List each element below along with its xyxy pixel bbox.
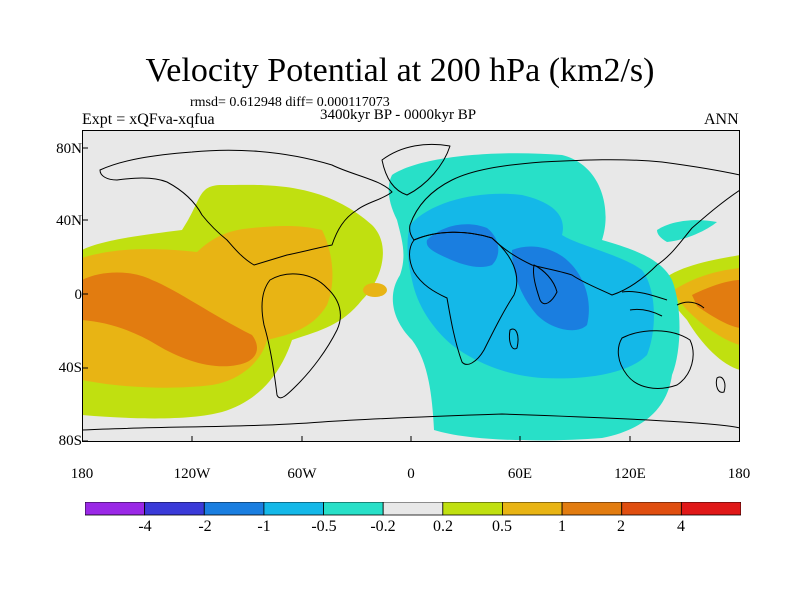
colorbar [85,502,741,516]
lon-label-120w: 120W [173,466,211,482]
south-america-coastline [261,273,341,399]
east-negative-contour-1 [512,246,589,331]
colorbar-box [203,502,265,516]
map-plot [82,130,740,442]
west-positive-contour-0-5 [82,225,333,388]
colorbar-box [561,502,623,516]
colorbar-label: 1 [558,518,566,535]
lon-label-60e: 60E [507,466,533,482]
stats-text: rmsd= 0.612948 diff= 0.000117073 [190,95,390,110]
lat-label-equator: 0 [74,287,83,303]
antarctica-coastline [82,413,740,431]
colorbar-label: 2 [617,518,625,535]
map-title: Velocity Potential at 200 hPa (km2/s) [145,52,655,89]
coastlines [82,143,740,431]
eurasia-coastline [409,159,740,296]
colorbar-label: -1 [257,518,271,535]
lat-label-40n: 40N [56,213,82,229]
colorbar-box [144,502,205,516]
atlantic-positive-patch [363,283,387,297]
lat-label-80n: 80N [56,141,82,157]
madagascar-coastline [509,328,519,350]
colorbar-label: -2 [198,518,212,535]
colorbar-label: 0.5 [492,518,512,535]
lon-label-180e: 180 [727,466,751,482]
colorbar-label: -4 [138,518,152,535]
colorbar-box [382,502,444,516]
season-label: ANN [704,111,739,128]
colorbar-box [263,502,324,516]
colorbar-box [680,502,741,516]
lat-label-80s: 80S [58,433,82,449]
india-coastline [533,264,558,305]
lon-label-120e: 120E [614,466,646,482]
experiment-label: Expt = xQFva-xqfua [82,111,215,128]
colorbar-box [502,502,563,516]
colorbar-label: 4 [677,518,685,535]
north-america-coastline [99,149,393,266]
colorbar-box [621,502,682,516]
pacific-positive-contour-1 [692,280,740,328]
colorbar-box [85,502,146,516]
lat-label-40s: 40S [58,360,82,376]
lon-label-180w: 180 [70,466,94,482]
lon-label-0: 0 [407,466,415,482]
new-zealand-coastline [715,376,726,393]
colorbar-box [442,502,503,516]
ne-pacific-negative-patch [657,220,717,242]
lon-label-60w: 60W [287,466,317,482]
colorbar-label: -0.5 [311,518,337,535]
greenland-coastline [381,143,451,196]
se-asia-islands [621,291,705,317]
colorbar-box [323,502,384,516]
map-ticks [82,147,631,442]
colorbar-label: 0.2 [433,518,453,535]
period-label: 3400kyr BP - 0000kyr BP [320,107,477,123]
colorbar-label: -0.2 [370,518,396,535]
west-positive-contour-1 [82,272,257,367]
australia-coastline [617,330,694,389]
